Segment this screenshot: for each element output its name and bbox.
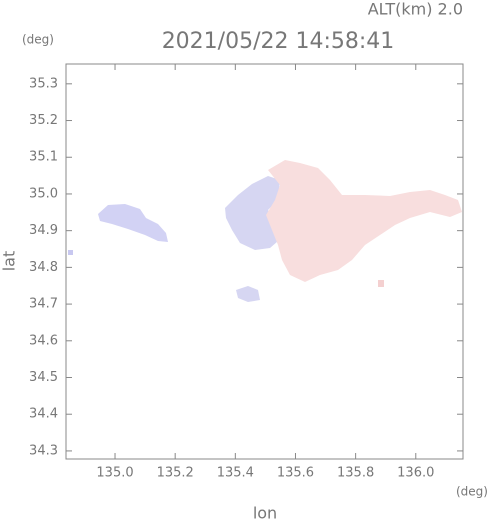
chart-subtitle: ALT(km) 2.0 bbox=[368, 0, 463, 19]
x-tick-label: 135.4 bbox=[217, 466, 254, 481]
y-tick-label: 35.3 bbox=[29, 76, 58, 91]
x-unit: (deg) bbox=[456, 485, 488, 499]
radar-echo bbox=[68, 160, 462, 302]
y-tick-label: 34.7 bbox=[29, 297, 58, 312]
y-axis-label: lat bbox=[0, 251, 19, 272]
y-tick-label: 35.2 bbox=[29, 113, 58, 128]
x-tick-label: 135.0 bbox=[96, 466, 133, 481]
y-unit: (deg) bbox=[22, 33, 54, 47]
x-tick-label: 135.2 bbox=[157, 466, 194, 481]
x-axis-label: lon bbox=[253, 504, 277, 521]
plot-frame bbox=[65, 63, 464, 460]
y-tick-label: 34.3 bbox=[29, 443, 58, 458]
chart-title: 2021/05/22 14:58:41 bbox=[162, 29, 395, 54]
y-tick-label: 34.4 bbox=[29, 407, 58, 422]
y-tick-label: 34.9 bbox=[29, 223, 58, 238]
y-tick-label: 34.5 bbox=[29, 370, 58, 385]
y-tick-label: 35.1 bbox=[29, 150, 58, 165]
y-tick-label: 35.0 bbox=[29, 186, 58, 201]
x-tick-label: 135.6 bbox=[277, 466, 314, 481]
x-tick-label: 136.0 bbox=[397, 466, 434, 481]
x-tick-label: 135.8 bbox=[337, 466, 374, 481]
y-tick-label: 34.8 bbox=[29, 260, 58, 275]
y-tick-label: 34.6 bbox=[29, 333, 58, 348]
